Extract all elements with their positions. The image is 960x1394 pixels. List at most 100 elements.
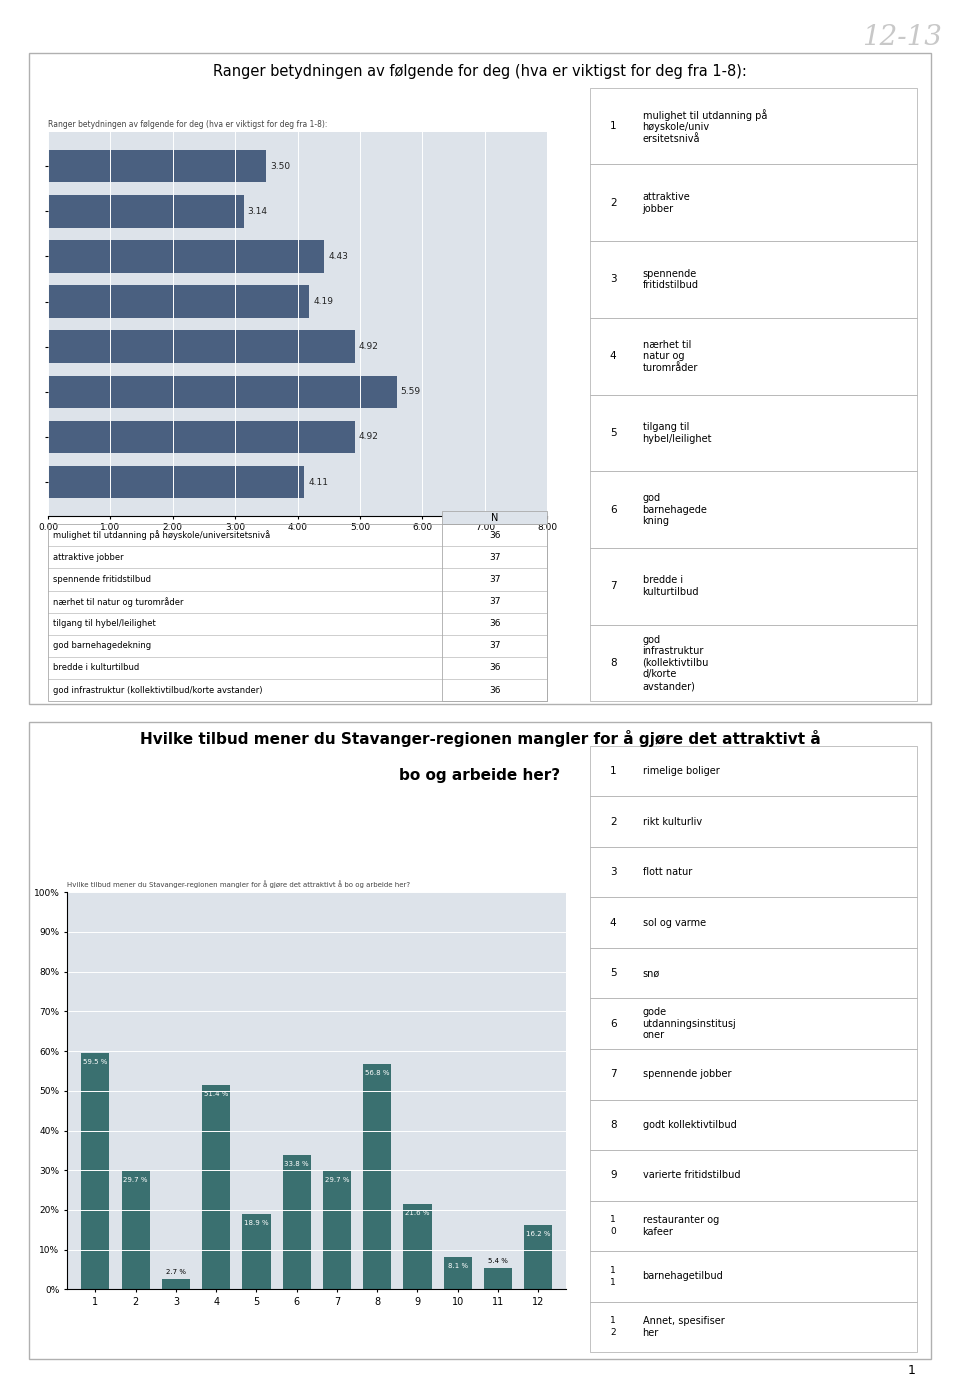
Text: god infrastruktur (kollektivtilbud/korte avstander): god infrastruktur (kollektivtilbud/korte…: [53, 686, 262, 694]
Bar: [48, 421, 355, 453]
Bar: [48, 240, 324, 273]
Text: 21.6 %: 21.6 %: [405, 1210, 430, 1216]
Text: 5.4 %: 5.4 %: [488, 1257, 508, 1264]
Text: spennende
fritidstilbud: spennende fritidstilbud: [642, 269, 699, 290]
Text: rikt kulturliv: rikt kulturliv: [642, 817, 702, 827]
Bar: [590, 898, 917, 948]
Text: Hvilke tilbud mener du Stavanger-regionen mangler for å gjøre det attraktivt å: Hvilke tilbud mener du Stavanger-regione…: [139, 730, 821, 747]
Bar: [590, 1200, 917, 1252]
Text: 4: 4: [610, 917, 616, 927]
Bar: [403, 1203, 432, 1289]
Text: 18.9 %: 18.9 %: [244, 1220, 269, 1227]
Text: 2: 2: [610, 817, 616, 827]
Text: 37: 37: [489, 574, 500, 584]
Text: 4.92: 4.92: [359, 432, 378, 442]
Bar: [443, 510, 547, 524]
Text: 59.5 %: 59.5 %: [84, 1059, 108, 1065]
Text: 4: 4: [610, 351, 616, 361]
Bar: [590, 746, 917, 796]
Text: 4.19: 4.19: [313, 297, 333, 307]
Bar: [48, 375, 396, 408]
Text: 6: 6: [610, 1019, 616, 1029]
Text: 5: 5: [610, 969, 616, 979]
Bar: [202, 1086, 230, 1289]
Text: 16.2 %: 16.2 %: [526, 1231, 550, 1236]
Text: varierte fritidstilbud: varierte fritidstilbud: [642, 1171, 740, 1181]
Text: 33.8 %: 33.8 %: [284, 1161, 309, 1167]
Text: mulighet til utdanning på
høyskole/univ
ersitetsnivå: mulighet til utdanning på høyskole/univ …: [642, 109, 767, 144]
Bar: [590, 1150, 917, 1200]
Text: 9: 9: [610, 1171, 616, 1181]
Text: 4.11: 4.11: [308, 478, 328, 487]
Text: restauranter og
kafeer: restauranter og kafeer: [642, 1216, 719, 1236]
Bar: [48, 330, 355, 362]
Text: 8: 8: [610, 1119, 616, 1129]
Text: bo og arbeide her?: bo og arbeide her?: [399, 768, 561, 783]
Text: 1: 1: [611, 1316, 616, 1326]
Bar: [484, 1269, 512, 1289]
Text: 1: 1: [611, 1278, 616, 1287]
Bar: [590, 241, 917, 318]
Bar: [48, 466, 304, 498]
Text: Ranger betydningen av følgende for deg (hva er viktigst for deg fra 1-8):: Ranger betydningen av følgende for deg (…: [213, 64, 747, 79]
Bar: [590, 948, 917, 998]
Text: 2.7 %: 2.7 %: [166, 1269, 186, 1274]
Bar: [590, 796, 917, 848]
Bar: [48, 286, 309, 318]
Text: 4.92: 4.92: [359, 342, 378, 351]
Text: rimelige boliger: rimelige boliger: [642, 767, 719, 776]
Text: snø: snø: [642, 969, 660, 979]
Bar: [82, 1052, 109, 1289]
Text: N: N: [492, 513, 498, 523]
Text: gode
utdanningsinstitusj
oner: gode utdanningsinstitusj oner: [642, 1006, 736, 1040]
Bar: [242, 1214, 271, 1289]
Bar: [590, 1302, 917, 1352]
Text: sol og varme: sol og varme: [642, 917, 706, 927]
Bar: [590, 395, 917, 471]
Bar: [590, 1050, 917, 1100]
Text: Hvilke tilbud mener du Stavanger-regionen mangler for å gjøre det attraktivt å b: Hvilke tilbud mener du Stavanger-regione…: [67, 880, 410, 888]
Text: 3.14: 3.14: [248, 206, 268, 216]
Text: 37: 37: [489, 597, 500, 606]
Text: nærhet til natur og turområder: nærhet til natur og turområder: [53, 597, 183, 606]
Bar: [48, 149, 267, 183]
Bar: [48, 195, 244, 227]
Bar: [323, 1171, 351, 1289]
Text: 36: 36: [489, 686, 500, 694]
Text: 29.7 %: 29.7 %: [324, 1178, 349, 1184]
Text: barnehagetilbud: barnehagetilbud: [642, 1271, 724, 1281]
Text: 51.4 %: 51.4 %: [204, 1092, 228, 1097]
Text: 5: 5: [610, 428, 616, 438]
Bar: [590, 625, 917, 701]
Text: tilgang til hybel/leilighet: tilgang til hybel/leilighet: [53, 619, 156, 629]
Text: attraktive jobber: attraktive jobber: [53, 553, 124, 562]
Text: bredde i kulturtilbud: bredde i kulturtilbud: [53, 664, 139, 672]
Bar: [590, 548, 917, 625]
Text: spennende fritidstilbud: spennende fritidstilbud: [53, 574, 151, 584]
Text: spennende jobber: spennende jobber: [642, 1069, 732, 1079]
Text: 36: 36: [489, 664, 500, 672]
Text: god
infrastruktur
(kollektivtilbu
d/korte
avstander): god infrastruktur (kollektivtilbu d/kort…: [642, 634, 709, 691]
Bar: [122, 1171, 150, 1289]
Text: 1: 1: [611, 1216, 616, 1224]
Bar: [590, 471, 917, 548]
Bar: [590, 998, 917, 1050]
Text: 1: 1: [610, 121, 616, 131]
Text: 7: 7: [610, 1069, 616, 1079]
Bar: [590, 164, 917, 241]
Text: nærhet til
natur og
turområder: nærhet til natur og turområder: [642, 340, 698, 372]
Bar: [444, 1257, 471, 1289]
Bar: [282, 1156, 311, 1289]
Text: 1: 1: [908, 1365, 916, 1377]
Bar: [363, 1064, 392, 1289]
Text: 56.8 %: 56.8 %: [365, 1069, 390, 1076]
Text: 8.1 %: 8.1 %: [447, 1263, 468, 1269]
Bar: [590, 318, 917, 395]
Text: 6: 6: [610, 505, 616, 514]
Text: god barnehagedekning: god barnehagedekning: [53, 641, 151, 651]
Text: bredde i
kulturtilbud: bredde i kulturtilbud: [642, 576, 699, 597]
Bar: [162, 1278, 190, 1289]
Text: 0: 0: [611, 1227, 616, 1236]
Text: attraktive
jobber: attraktive jobber: [642, 192, 690, 213]
Text: Ranger betydningen av følgende for deg (hva er viktigst for deg fra 1-8):: Ranger betydningen av følgende for deg (…: [48, 120, 327, 128]
